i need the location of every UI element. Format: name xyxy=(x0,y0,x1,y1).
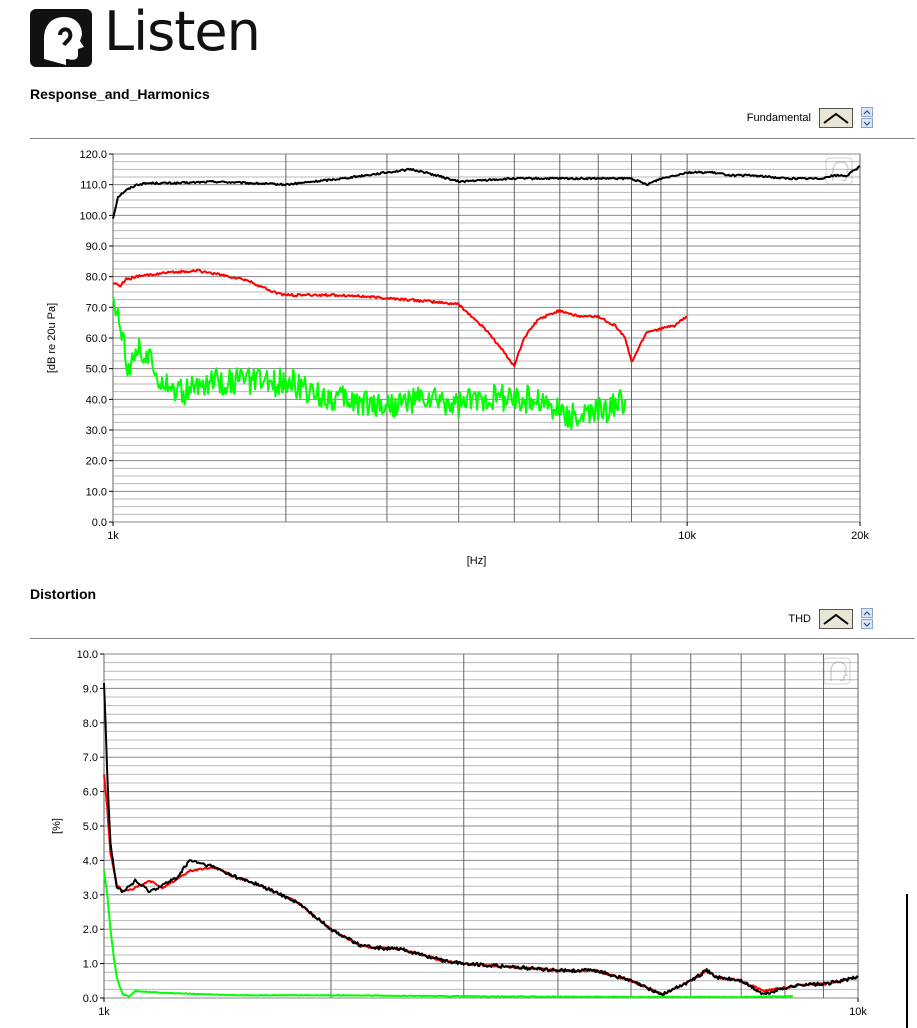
chevron-down-icon xyxy=(863,622,871,627)
chart1-ytick-label: 60.0 xyxy=(86,333,107,345)
chart2-series-1-line xyxy=(103,682,859,997)
chart1-series-1-line xyxy=(112,268,688,368)
chart1-ytick-label: 90.0 xyxy=(86,241,107,253)
chart2-series-spinner xyxy=(861,608,873,630)
chart2-ytick-label: 1.0 xyxy=(83,959,98,971)
chart1-title: Response_and_Harmonics xyxy=(30,86,210,102)
chart2-xtick-label: 1k xyxy=(98,1006,110,1018)
chart1-ytick-label: 50.0 xyxy=(86,364,107,376)
chart1-ytick-label: 40.0 xyxy=(86,394,107,406)
chart1-ytick-label: 20.0 xyxy=(86,456,107,468)
chart2-ytick-label: 5.0 xyxy=(83,821,98,833)
edge-bar xyxy=(906,894,908,1028)
chart1-ytick-label: 110.0 xyxy=(80,180,107,192)
chart2-legend: THD xyxy=(788,608,873,630)
chart2-spin-up[interactable] xyxy=(861,608,873,618)
chart1-line-style-icon xyxy=(823,112,849,124)
chart1-legend-label: Fundamental xyxy=(746,112,811,124)
brand-name: Listen xyxy=(104,0,261,63)
chart2-title: Distortion xyxy=(30,586,97,602)
chart1-ytick-label: 120.0 xyxy=(79,149,107,161)
chart2-watermark-icon xyxy=(823,657,851,685)
chart2-series-2-line xyxy=(103,870,794,999)
chart1-series-0-line xyxy=(112,165,861,219)
chart1-xtick-label: 20k xyxy=(851,530,869,542)
chart1-x-axis-label: [Hz] xyxy=(467,555,487,567)
chart2-ytick-label: 8.0 xyxy=(83,718,98,730)
chart2-y-axis-label: [%] xyxy=(51,818,63,834)
chart1-ytick-label: 10.0 xyxy=(86,486,107,498)
chart2-separator xyxy=(30,638,915,639)
chart1-series-spinner xyxy=(861,107,873,129)
chart1-xtick-label: 1k xyxy=(107,530,119,542)
chevron-up-icon xyxy=(863,610,871,615)
chart2-ytick-label: 7.0 xyxy=(83,752,98,764)
chart2-ytick-label: 0.0 xyxy=(83,993,98,1005)
chart2-spin-down[interactable] xyxy=(861,619,873,629)
chart2-ytick-label: 9.0 xyxy=(83,683,98,695)
chart2-plot-style-button[interactable] xyxy=(819,609,853,629)
chart2-line-style-icon xyxy=(823,613,849,625)
chart1-plot-style-button[interactable] xyxy=(819,108,853,128)
chevron-down-icon xyxy=(863,121,871,126)
chart1-separator xyxy=(30,138,915,139)
chart1-ytick-label: 80.0 xyxy=(86,272,107,284)
chart2-ytick-label: 2.0 xyxy=(83,924,98,936)
chart1-xtick-label: 10k xyxy=(678,530,696,542)
chart1-ytick-label: 0.0 xyxy=(92,517,107,529)
chart1-ytick-label: 70.0 xyxy=(86,302,107,314)
chart1-series-2-line xyxy=(112,296,627,430)
chart2-legend-label: THD xyxy=(788,613,811,625)
chart2-ytick-label: 10.0 xyxy=(77,649,98,661)
listen-logo-icon xyxy=(30,9,92,67)
chart1-spin-down[interactable] xyxy=(861,118,873,128)
chart2-xtick-label: 10k xyxy=(849,1006,867,1018)
chart1-ytick-label: 100.0 xyxy=(79,210,107,222)
chevron-up-icon xyxy=(863,109,871,114)
chart1-y-axis-label: [dB re 20u Pa] xyxy=(46,303,58,373)
chart1-spin-up[interactable] xyxy=(861,107,873,117)
chart2-ytick-label: 3.0 xyxy=(83,890,98,902)
chart2-ytick-label: 6.0 xyxy=(83,787,98,799)
chart1-ytick-label: 30.0 xyxy=(86,425,107,437)
chart1-legend: Fundamental xyxy=(747,107,873,129)
chart2-ytick-label: 4.0 xyxy=(83,855,98,867)
